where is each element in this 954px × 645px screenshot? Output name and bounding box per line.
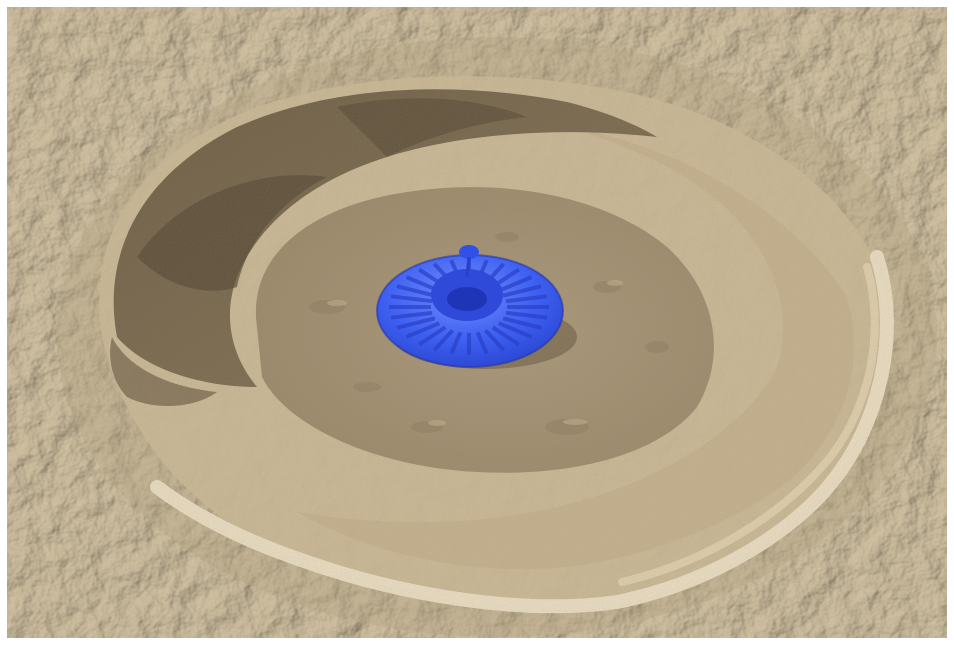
dish-rib: [505, 294, 548, 304]
dish-core: [447, 287, 487, 311]
dish-mast-top: [459, 245, 479, 259]
dish-mast: [465, 256, 471, 278]
dish-rib: [405, 321, 441, 339]
dish-rib: [418, 325, 447, 347]
dish-rib: [484, 329, 506, 352]
dish-rib: [396, 284, 436, 298]
blue-dish-object: [376, 245, 577, 369]
dish-rib: [390, 294, 433, 304]
dish-rib: [390, 310, 433, 320]
dish-rib: [449, 331, 463, 355]
dish-rib: [396, 316, 436, 330]
dish-rib: [505, 310, 548, 320]
crater-scene: [7, 7, 947, 638]
dish-rib: [475, 331, 489, 355]
dish-rib: [491, 325, 520, 347]
dish-rib: [502, 316, 542, 330]
dish-rib: [497, 321, 533, 339]
dish-rib: [502, 284, 542, 298]
dish-rib: [497, 275, 533, 293]
dish-rib: [432, 329, 454, 352]
dish-ribs: [389, 259, 549, 355]
image-frame: [7, 7, 947, 638]
